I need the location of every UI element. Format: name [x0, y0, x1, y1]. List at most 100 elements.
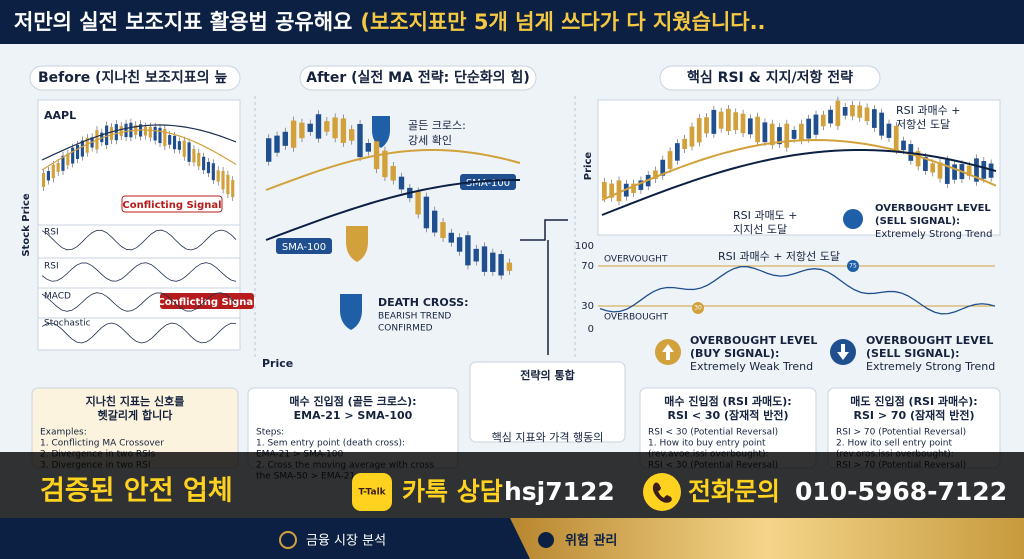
candle [777, 127, 782, 145]
candle [871, 109, 877, 128]
candle [835, 100, 841, 127]
candle [85, 138, 89, 153]
candle [109, 127, 114, 141]
candle [726, 108, 731, 132]
candle [857, 105, 863, 118]
candle [148, 126, 152, 138]
candle [100, 132, 104, 143]
candle [80, 140, 84, 157]
arrow [662, 344, 674, 360]
candle [340, 118, 347, 143]
card-title: 지나친 지표는 신호를 [86, 394, 185, 408]
label-box [460, 174, 516, 190]
pill [659, 65, 881, 91]
candle [456, 237, 463, 252]
candle [51, 164, 55, 179]
candle [828, 109, 833, 124]
candle [481, 246, 488, 272]
candle [762, 122, 768, 143]
candle [806, 118, 812, 139]
card-title: 매수 진입점 (RSI 과매도): [664, 394, 791, 408]
candle [674, 143, 680, 161]
card-line: 1. How ito buy entry point [648, 439, 766, 449]
title-main: 저만의 실전 보조지표 활용법 공유해요 [14, 10, 352, 34]
candle [631, 183, 636, 194]
card-line: 1. Sem entry point (death cross): [256, 439, 405, 449]
candle [966, 165, 972, 176]
candle [398, 176, 405, 190]
warning-box [160, 293, 254, 309]
candle [974, 158, 979, 182]
candle [119, 126, 123, 137]
candle [864, 107, 870, 122]
candle [638, 180, 644, 190]
legend-text: OVERBOUGHT LEVEL [866, 334, 993, 347]
candle [231, 180, 235, 198]
warning: Conflicting Signal [122, 200, 221, 211]
card-line: 1. Conflicting MA Crossover [40, 439, 164, 449]
pill [299, 65, 537, 91]
candle [216, 170, 220, 182]
card-line: RSI > 70 (Potential Reversal) [836, 428, 966, 438]
candle [465, 235, 471, 266]
candle [211, 163, 215, 181]
annotation: RSI 과매수 + [896, 104, 960, 117]
candle [784, 123, 790, 148]
ma-line [601, 139, 997, 201]
tick-label: 70 [581, 261, 594, 272]
card-title: EMA-21 > SMA-100 [294, 409, 413, 422]
candle [226, 174, 230, 194]
candle [66, 153, 70, 166]
candle [718, 111, 724, 129]
candle [747, 118, 753, 135]
rsi-line [599, 266, 996, 315]
pill [29, 65, 241, 91]
legend-text: Extremely Weak Trend [690, 360, 813, 373]
card-title: 매수 진입점 (골든 크로스): [289, 394, 416, 408]
candle [153, 126, 157, 141]
banner [0, 452, 1024, 518]
ma-line [41, 322, 237, 344]
candle [689, 126, 695, 147]
candle [886, 123, 892, 138]
ticker: AAPL [44, 109, 76, 122]
candle [290, 120, 297, 148]
annotation: 강세 확인 [408, 134, 452, 147]
arrow [837, 344, 849, 360]
kakao-icon-label: T-Talk [358, 488, 386, 498]
legend-text: (BUY SIGNAL): [690, 347, 779, 360]
candle [799, 123, 804, 141]
candle [733, 112, 739, 131]
candle [850, 105, 855, 117]
header-bar [0, 0, 1024, 44]
card-line: 핵심 지표와 가격 행동의 [492, 431, 604, 444]
flow-arrow [520, 219, 568, 241]
candle [791, 129, 797, 139]
axis-label: Price [262, 357, 293, 370]
candle [448, 232, 454, 243]
candle [937, 162, 943, 179]
line-label: SMA-100 [282, 242, 326, 253]
banner-text: 전화문의 [688, 477, 780, 506]
candle [168, 135, 172, 145]
candle [415, 191, 421, 215]
candle [660, 159, 666, 176]
candle [172, 135, 177, 150]
shield-icon [340, 294, 362, 330]
phone-glyph [652, 482, 672, 503]
candle [182, 140, 186, 157]
compass-icon [279, 531, 297, 549]
panel-label: MACD [44, 292, 71, 302]
candle [490, 252, 496, 272]
kakao-icon [352, 473, 392, 511]
candle [440, 222, 446, 238]
banner-text: hsj7122 [504, 477, 615, 506]
legend-text: Extremely Strong Trend [866, 360, 995, 373]
candle [266, 138, 272, 162]
candle [740, 113, 746, 134]
tick-label: 0 [588, 324, 594, 335]
axis-label: Price [583, 152, 594, 181]
marker [692, 302, 704, 314]
annotation: CONFIRMED [378, 324, 433, 334]
candle [944, 159, 950, 184]
